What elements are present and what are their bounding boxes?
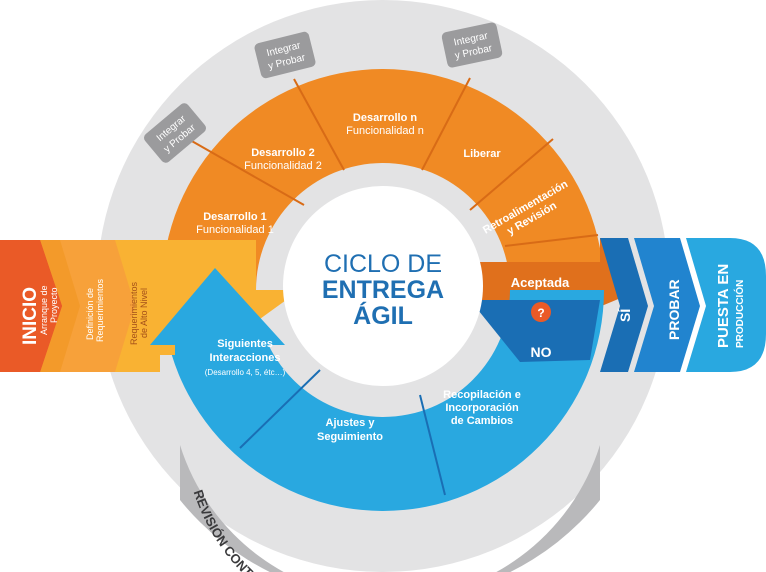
devn-sub: Funcionalidad n	[346, 125, 424, 137]
center-line2: ENTREGA	[322, 276, 444, 304]
req-line1: Requerimientos	[129, 281, 139, 345]
ajustes-line2: Seguimiento	[317, 431, 383, 443]
center-line1: CICLO DE	[324, 250, 442, 278]
definicion-line1: Definición de	[85, 288, 95, 340]
question-mark: ?	[537, 306, 544, 320]
liberar-label: Liberar	[463, 148, 501, 160]
badge-integrar-3: Integrar y Probar	[441, 22, 503, 68]
siguientes-line3: (Desarrollo 4, 5, étc…)	[205, 368, 286, 377]
no-label: NO	[531, 344, 552, 360]
start-strip	[0, 240, 160, 372]
puesta-line1: PUESTA EN	[715, 264, 732, 348]
definicion-line2: Requerimientos	[95, 278, 105, 342]
question-icon	[531, 302, 551, 322]
siguientes-line2: Interacciones	[210, 352, 281, 364]
req-line2: de Alto Nivel	[139, 288, 149, 338]
dev1-sub: Funcionalidad 1	[196, 224, 274, 236]
blue-up-arrow	[150, 268, 285, 358]
recopilacion-line2: Incorporación	[445, 402, 519, 414]
recopilacion-line1: Recopilación e	[443, 389, 521, 401]
recopilacion-line3: de Cambios	[451, 415, 513, 427]
inicio-sub1: Arranque de	[39, 285, 49, 335]
si-label: SÍ	[617, 308, 633, 322]
right-arrows	[600, 238, 766, 372]
puesta-line2: PRODUCCIÓN	[733, 280, 746, 348]
center-circle	[283, 186, 483, 386]
blue-ring	[162, 290, 604, 511]
dev2-sub: Funcionalidad 2	[244, 160, 322, 172]
probar-label: PROBAR	[666, 279, 682, 340]
center-line3: ÁGIL	[353, 301, 413, 330]
siguientes-line1: Siguientes	[217, 338, 273, 350]
aceptada-label: Aceptada	[511, 275, 570, 290]
dev2-title: Desarrollo 2	[251, 147, 315, 159]
ajustes-line1: Ajustes y	[326, 417, 376, 429]
devn-title: Desarrollo n	[353, 112, 417, 124]
inicio-title: INICIO	[20, 287, 41, 345]
inicio-sub2: Proyecto	[49, 287, 59, 323]
dev1-title: Desarrollo 1	[203, 211, 267, 223]
badge-integrar-2: Integrar y Probar	[254, 31, 316, 79]
center-title: CICLO DE ENTREGA ÁGIL	[322, 250, 444, 330]
